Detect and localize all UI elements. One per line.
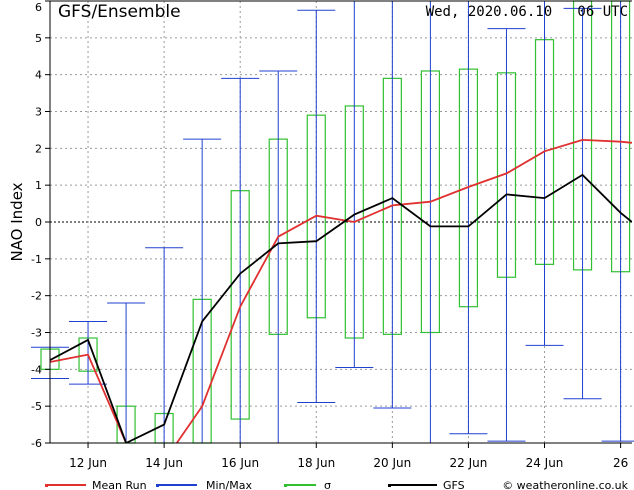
x-tick-label: 14 Jun [145,456,183,470]
legend-item-sigma: σ [284,479,331,490]
x-tick-label: 18 Jun [297,456,335,470]
y-tick-label: -2 [31,290,42,303]
legend-item-minmax: Min/Max [156,479,252,490]
legend-label-mean-run: Mean Run [92,479,147,490]
x-tick-label: 16 Jun [221,456,259,470]
y-tick-label: 0 [35,216,42,229]
y-tick-label: 6 [35,1,42,14]
series-line-mean-run [50,138,632,443]
y-tick-label: -3 [31,327,42,340]
y-tick-label: -6 [31,437,42,450]
legend: Mean Run Min/Max σ GFS © weatheronline.c… [45,479,629,490]
chart-title: GFS/Ensemble [58,2,181,22]
y-tick-label: 2 [35,142,42,155]
legend-marker-mean-run [45,484,48,487]
y-tick-label: 5 [35,32,42,45]
legend-item-mean-run: Mean Run [45,479,147,490]
credit-text: © weatheronline.co.uk [502,479,628,490]
x-tick-label: 20 Jun [373,456,411,470]
legend-label-gfs: GFS [443,479,465,490]
y-tick-label: -5 [31,400,42,413]
y-tick-label: 3 [35,106,42,119]
series-line-gfs [50,173,632,443]
x-tick-label: 26 [613,456,628,470]
legend-marker-minmax [156,484,159,487]
y-tick-label: 1 [35,179,42,192]
legend-label-minmax: Min/Max [206,479,252,490]
y-tick-label: 4 [35,69,42,82]
series-lines [50,138,632,443]
legend-item-gfs: GFS [388,479,465,490]
x-tick-label: 22 Jun [450,456,488,470]
axes: -6 -5 -4 -3 -2 -1 0 1 2 3 4 5 6 12 Jun 14 Jun 16 Jun 18 … [31,0,632,470]
minmax-whiskers [31,1,634,443]
x-tick-label: 24 Jun [526,456,564,470]
chart-timestamp: Wed, 2020.06.10 06 UTC [426,4,628,20]
legend-marker-sigma [284,484,287,487]
x-tick-label: 12 Jun [69,456,107,470]
y-axis-label: NAO Index [8,182,26,261]
y-tick-label: -4 [31,363,42,376]
legend-marker-gfs [388,484,391,487]
legend-label-sigma: σ [324,479,331,490]
y-tick-label: -1 [31,253,42,266]
